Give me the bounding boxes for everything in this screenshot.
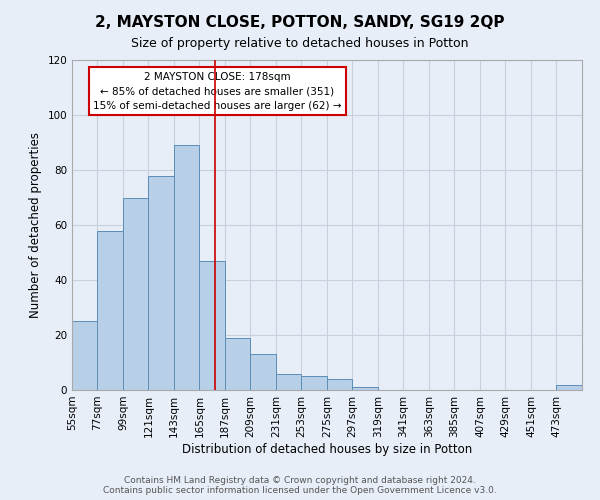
Bar (327, 379, 352, 390)
Bar (251, 354, 276, 390)
Text: 2, MAYSTON CLOSE, POTTON, SANDY, SG19 2QP: 2, MAYSTON CLOSE, POTTON, SANDY, SG19 2Q… (95, 15, 505, 30)
Bar (556, 384, 582, 390)
Bar (148, 176, 174, 390)
Bar (72, 322, 97, 390)
Bar (301, 376, 327, 390)
Bar (97, 230, 123, 390)
Bar (174, 145, 199, 390)
Bar (225, 338, 251, 390)
Bar (123, 198, 148, 390)
Text: Size of property relative to detached houses in Potton: Size of property relative to detached ho… (131, 38, 469, 51)
Text: 2 MAYSTON CLOSE: 178sqm
← 85% of detached houses are smaller (351)
15% of semi-d: 2 MAYSTON CLOSE: 178sqm ← 85% of detache… (93, 72, 341, 111)
Text: Contains HM Land Registry data © Crown copyright and database right 2024.
Contai: Contains HM Land Registry data © Crown c… (103, 476, 497, 495)
Bar (276, 374, 301, 390)
Y-axis label: Number of detached properties: Number of detached properties (29, 132, 42, 318)
Bar (199, 261, 225, 390)
X-axis label: Distribution of detached houses by size in Potton: Distribution of detached houses by size … (182, 442, 472, 456)
Bar (352, 387, 378, 390)
